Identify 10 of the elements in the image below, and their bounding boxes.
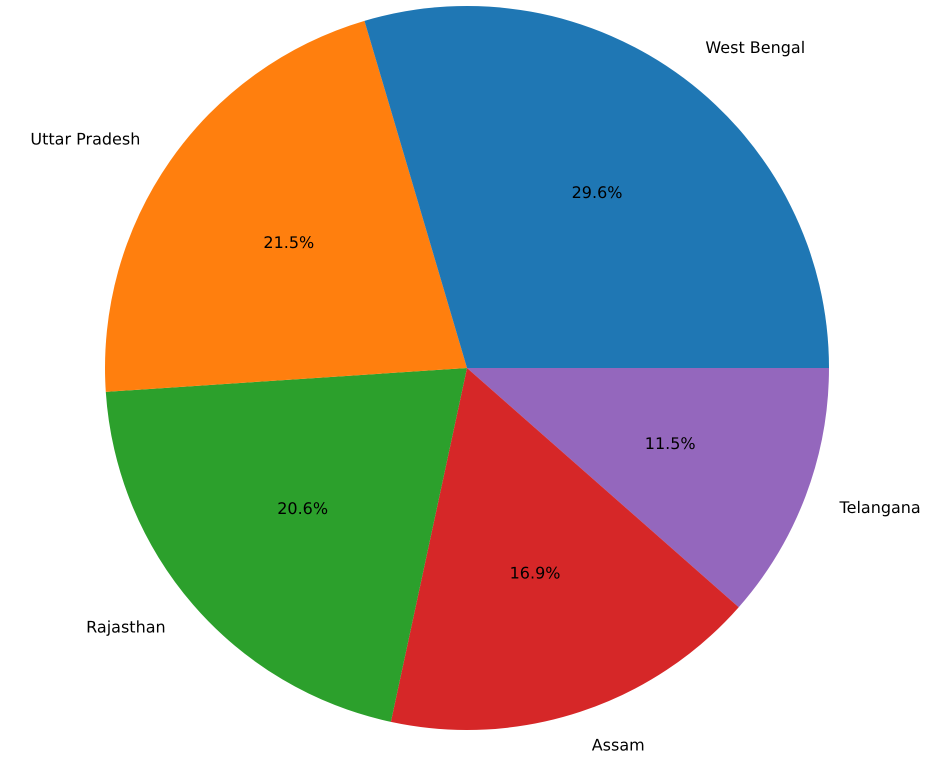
slice-label: Rajasthan — [86, 617, 166, 636]
data-label: 21.5% — [263, 232, 314, 252]
slice-label: Uttar Pradesh — [30, 129, 140, 148]
slice-label: West Bengal — [705, 38, 806, 58]
data-label: 16.9% — [510, 563, 560, 582]
data-label: 29.6% — [572, 183, 622, 202]
data-label: 20.6% — [277, 499, 328, 518]
slice-label: Telangana — [838, 498, 921, 517]
slice-label: Assam — [592, 735, 645, 754]
data-label: 11.5% — [644, 434, 696, 453]
